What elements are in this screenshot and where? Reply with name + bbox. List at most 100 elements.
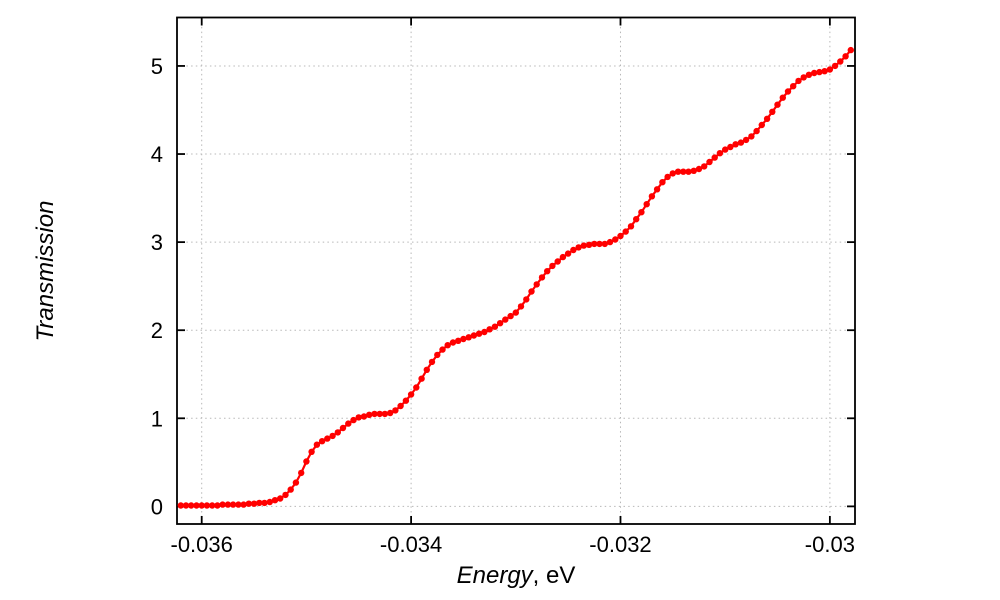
data-point [690,167,697,174]
data-point [695,165,703,173]
data-point [481,328,488,336]
data-point [455,337,462,344]
data-point [444,342,451,349]
data-point [528,288,535,295]
data-point [544,268,551,275]
data-point [512,309,519,316]
data-point [533,281,540,288]
data-point [549,262,556,270]
data-point [428,358,436,366]
data-point [287,486,294,493]
data-point [308,448,315,455]
data-point [722,146,729,153]
data-point [250,500,258,507]
data-point [826,66,834,73]
data-point [580,242,587,249]
data-point [188,502,195,509]
data-point [219,501,226,508]
data-point [507,312,514,320]
data-point [491,323,499,330]
data-point [203,502,211,509]
x-tick-label: -0.034 [380,532,442,557]
data-point [633,216,640,223]
plot-border [176,16,856,525]
y-tick-label: 4 [151,142,163,167]
data-point [659,179,666,186]
data-point [596,240,603,248]
data-point [706,158,713,166]
data-point [674,168,682,175]
data-point [402,397,410,404]
x-tick-label: -0.032 [589,532,651,557]
data-point [266,498,273,506]
data-point [345,420,352,427]
x-axis-label-italic-part: Energy [456,562,533,589]
data-point [224,501,232,508]
data-point [407,391,415,398]
data-point [805,71,813,79]
data-point [245,500,252,507]
data-point [816,68,823,76]
data-point [334,429,341,436]
data-point [763,115,771,123]
data-point [570,246,577,254]
x-tick-label: -0.036 [171,532,233,557]
data-point [742,136,750,144]
data-point [627,223,635,230]
data-point [381,410,389,418]
x-axis-label: Energy, eV [457,562,576,590]
data-point [732,141,739,148]
data-point [800,74,807,81]
data-point [418,375,425,382]
data-point [209,502,216,509]
data-point [282,491,289,499]
data-point [523,296,530,303]
data-point [779,94,786,101]
data-point [837,58,844,65]
data-point [292,479,300,486]
data-point [240,501,247,508]
data-point [496,320,504,327]
data-point [795,77,802,85]
y-tick-label: 0 [151,494,163,519]
x-axis-label-unit-part: , eV [532,562,576,589]
data-point [554,258,561,265]
data-point [769,108,776,116]
data-point [392,407,399,414]
data-point [303,458,310,465]
data-point [261,499,268,507]
data-point [235,501,242,508]
data-point [470,332,478,339]
data-point [193,502,200,509]
data-point [790,83,797,90]
data-point [277,495,284,502]
data-point [648,193,656,200]
data-point [465,334,472,341]
data-point [606,238,614,246]
data-point [350,416,357,424]
data-point [727,143,734,151]
data-point [591,240,598,248]
data-point [753,127,760,135]
data-point [298,469,305,477]
data-point [318,438,326,445]
data-point [701,163,708,170]
data-point [748,133,755,140]
data-point [601,240,608,248]
data-point [622,228,629,235]
data-point [397,402,404,410]
data-point [517,303,525,310]
x-tick-label: -0.03 [805,532,855,557]
data-point [439,346,446,353]
data-point [198,502,205,509]
data-point [538,274,546,281]
data-point [612,236,619,243]
data-point [502,316,509,323]
data-point [784,88,792,95]
data-point [564,250,572,257]
data-point [177,502,184,509]
data-point [229,501,237,508]
data-point [182,502,190,509]
